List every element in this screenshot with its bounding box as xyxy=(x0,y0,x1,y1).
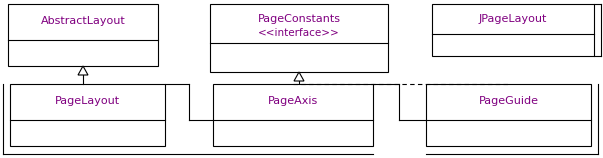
Text: <<interface>>: <<interface>> xyxy=(258,27,340,38)
Text: PageGuide: PageGuide xyxy=(479,96,538,106)
Polygon shape xyxy=(78,66,88,75)
Text: JPageLayout: JPageLayout xyxy=(479,14,547,24)
Bar xyxy=(10,84,165,146)
Text: PageLayout: PageLayout xyxy=(55,96,120,106)
Bar xyxy=(432,4,594,56)
Bar xyxy=(8,4,158,66)
Bar xyxy=(426,84,591,146)
Text: PageConstants: PageConstants xyxy=(257,14,341,24)
Polygon shape xyxy=(294,72,304,81)
Bar xyxy=(210,4,388,72)
Text: PageAxis: PageAxis xyxy=(268,96,318,106)
Text: AbstractLayout: AbstractLayout xyxy=(40,16,125,26)
Bar xyxy=(213,84,373,146)
